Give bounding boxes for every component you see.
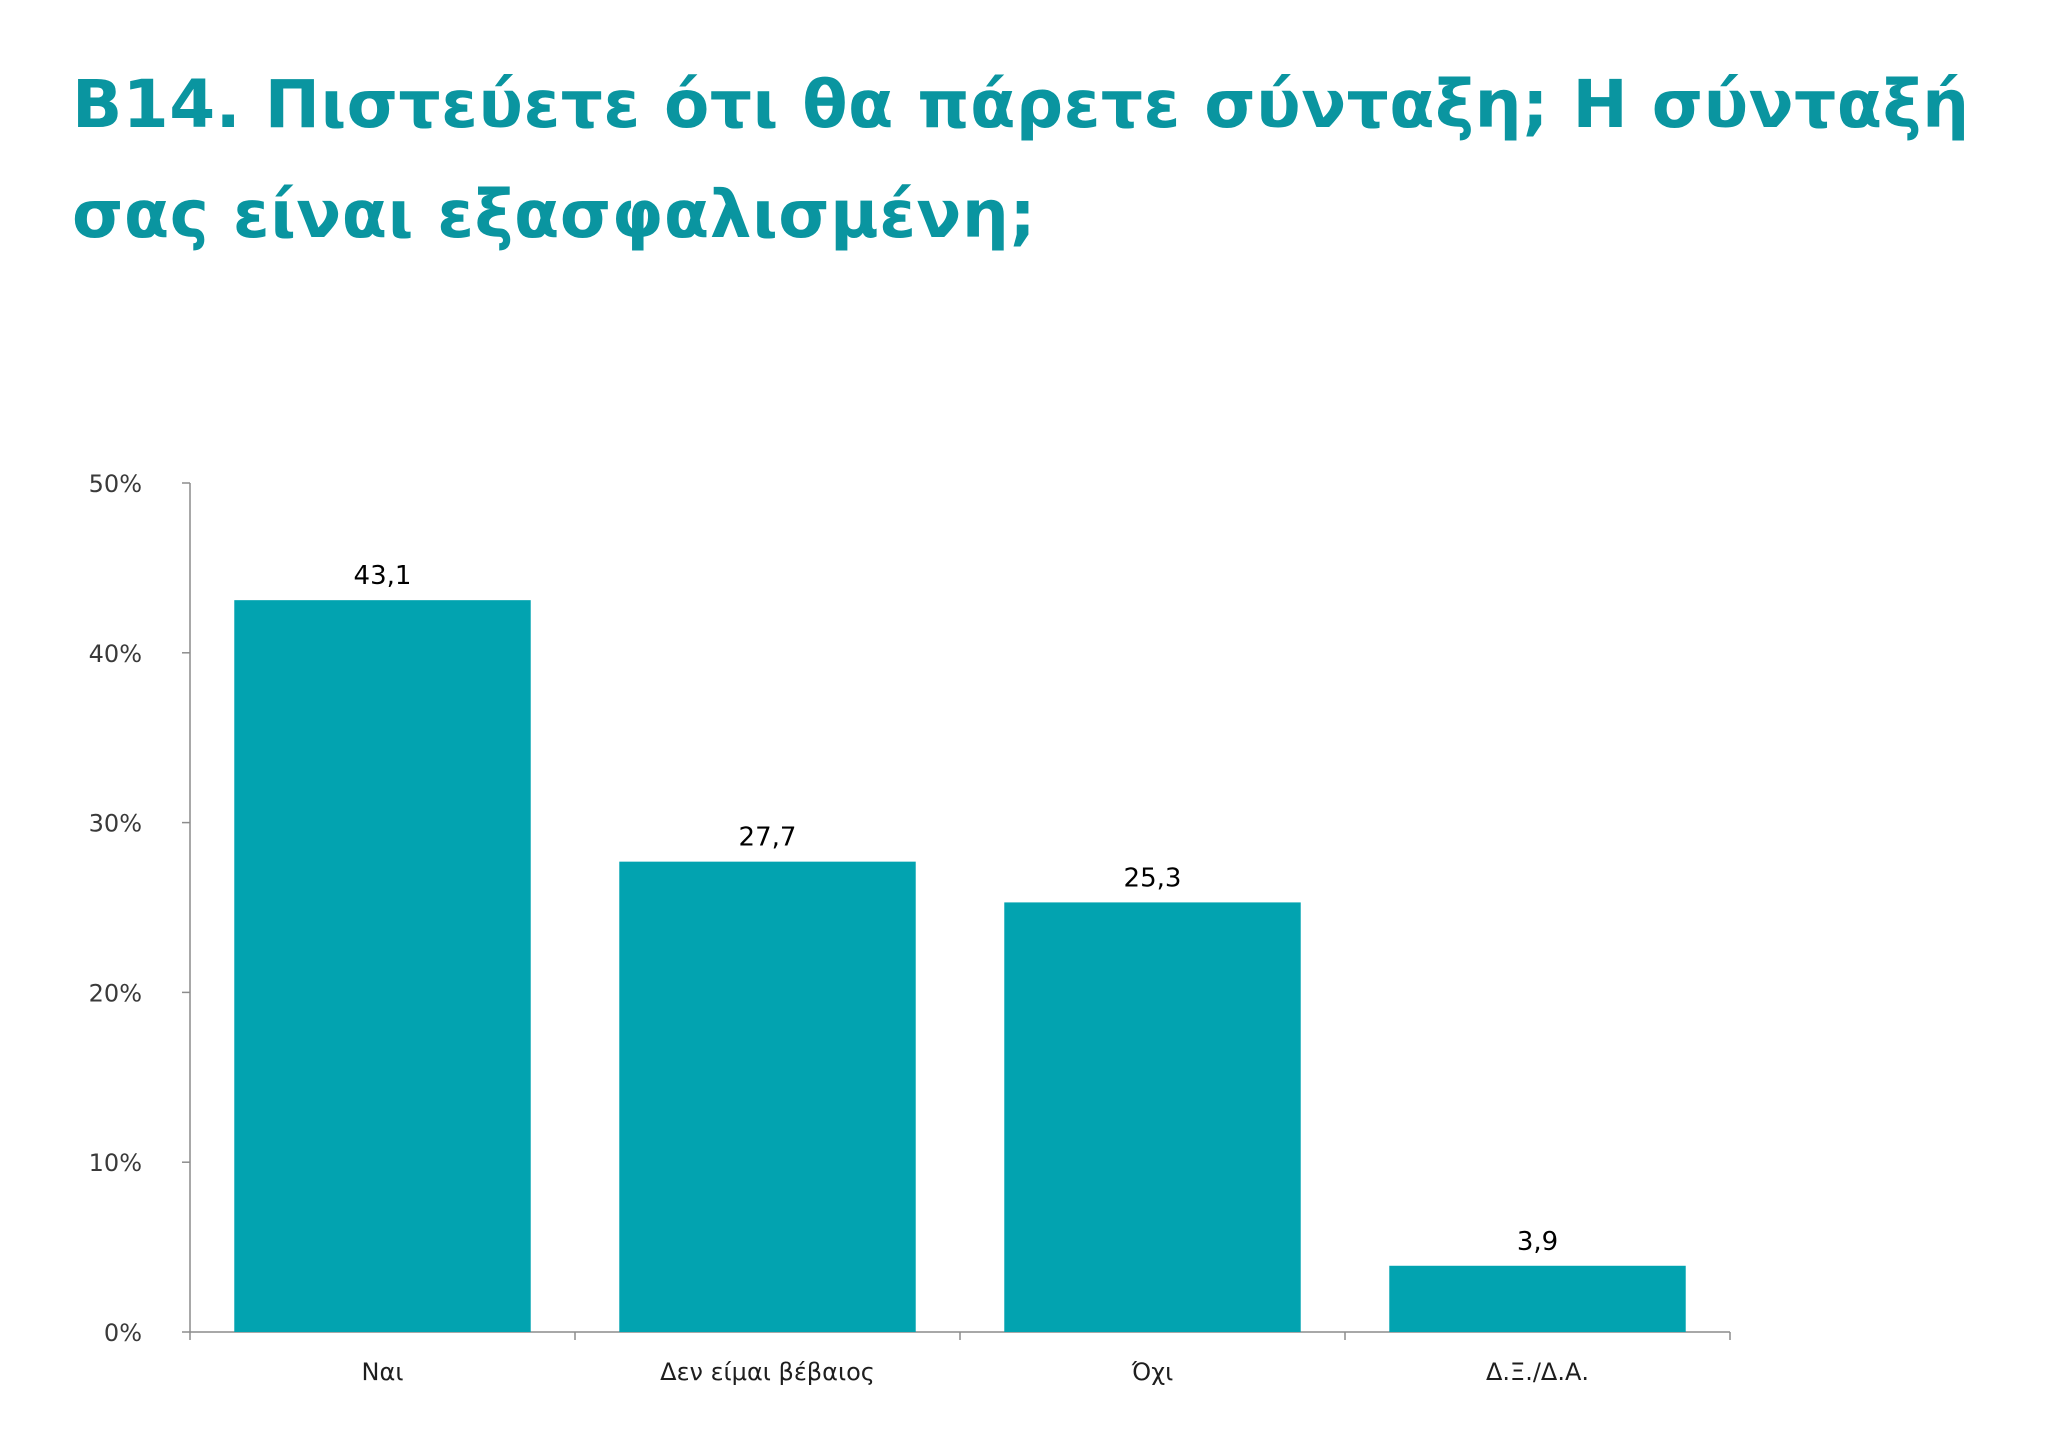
y-tick-label: 0% bbox=[104, 1319, 142, 1347]
bars-group bbox=[234, 600, 1686, 1332]
data-label: 43,1 bbox=[354, 561, 412, 591]
page-title: Β14. Πιστεύετε ότι θα πάρετε σύνταξη; Η … bbox=[72, 66, 1970, 253]
category-label: Δεν είμαι βέβαιος bbox=[660, 1358, 875, 1386]
bar bbox=[619, 861, 916, 1332]
y-tick-label: 30% bbox=[89, 810, 142, 838]
y-tick-label: 40% bbox=[89, 640, 142, 668]
category-label: Δ.Ξ./Δ.Α. bbox=[1486, 1358, 1589, 1386]
bar bbox=[234, 600, 531, 1332]
bar bbox=[1004, 902, 1301, 1332]
y-axis: 0% 10% 20% 30% 40% 50% bbox=[89, 470, 191, 1347]
data-label: 27,7 bbox=[739, 823, 797, 853]
y-tick-label: 10% bbox=[89, 1149, 142, 1177]
data-labels-group: 43,1 27,7 25,3 3,9 bbox=[354, 561, 1559, 1257]
data-label: 3,9 bbox=[1517, 1227, 1558, 1257]
bar bbox=[1389, 1265, 1686, 1332]
data-label: 25,3 bbox=[1124, 863, 1182, 893]
category-label: Ναι bbox=[362, 1358, 404, 1386]
y-tick-label: 20% bbox=[89, 979, 142, 1007]
category-label: Όχι bbox=[1131, 1358, 1173, 1386]
y-tick-label: 50% bbox=[89, 470, 142, 498]
x-axis: Ναι Δεν είμαι βέβαιος Όχι Δ.Ξ./Δ.Α. bbox=[189, 1331, 1731, 1386]
